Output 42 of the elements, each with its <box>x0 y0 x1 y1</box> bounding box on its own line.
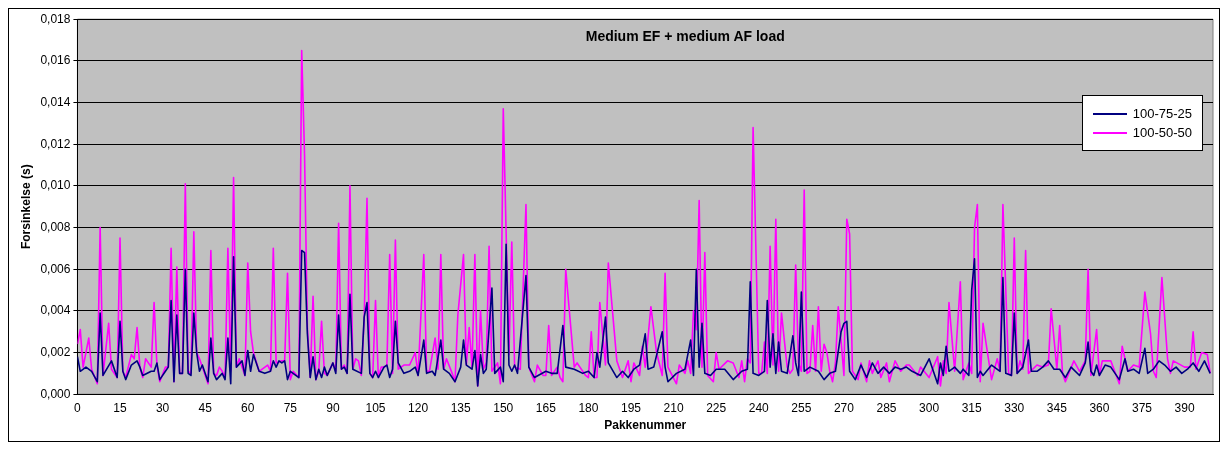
x-tick-label: 390 <box>1174 400 1195 415</box>
x-tick-label: 150 <box>493 400 514 415</box>
y-tick-label: 0,004 <box>40 303 71 318</box>
x-tick-label: 30 <box>155 400 170 415</box>
x-tick-label: 330 <box>1004 400 1025 415</box>
x-tick-label: 285 <box>876 400 897 415</box>
x-tick-label: 195 <box>621 400 642 415</box>
y-tick-label: 0,012 <box>40 136 71 151</box>
y-tick-label: 0,000 <box>40 386 71 401</box>
y-tick-label: 0,018 <box>40 11 71 26</box>
x-tick-label: 105 <box>365 400 386 415</box>
x-tick-label: 210 <box>663 400 684 415</box>
legend-label: 100-75-25 <box>1132 106 1192 121</box>
x-tick-label: 375 <box>1132 400 1153 415</box>
x-tick-label: 255 <box>791 400 812 415</box>
y-axis-title: Forsinkelse (s) <box>18 164 33 250</box>
x-tick-label: 240 <box>748 400 770 415</box>
x-tick-label: 180 <box>578 400 599 415</box>
x-tick-label: 15 <box>113 400 128 415</box>
x-tick-label: 60 <box>241 400 255 415</box>
x-tick-label: 90 <box>326 400 340 415</box>
y-tick-label: 0,010 <box>40 178 71 193</box>
x-axis-title: Pakkenummer <box>604 418 687 433</box>
x-tick-label: 315 <box>961 400 983 415</box>
y-tick-label: 0,006 <box>40 261 71 276</box>
y-tick-label: 0,016 <box>40 53 71 68</box>
x-tick-label: 165 <box>535 400 557 415</box>
x-tick-label: 270 <box>833 400 855 415</box>
y-tick-label: 0,008 <box>40 219 71 234</box>
x-tick-label: 45 <box>198 400 213 415</box>
x-tick-label: 300 <box>919 400 940 415</box>
x-tick-label: 0 <box>74 400 82 415</box>
x-tick-label: 120 <box>408 400 429 415</box>
x-tick-label: 75 <box>283 400 298 415</box>
x-tick-label: 225 <box>706 400 727 415</box>
y-tick-label: 0,014 <box>40 94 71 109</box>
y-tick-label: 0,002 <box>40 344 71 359</box>
x-tick-label: 345 <box>1046 400 1068 415</box>
legend-label: 100-50-50 <box>1132 125 1192 140</box>
x-tick-label: 135 <box>450 400 472 415</box>
text: Medium EF + medium AF load <box>585 28 785 45</box>
x-tick-label: 360 <box>1089 400 1110 415</box>
